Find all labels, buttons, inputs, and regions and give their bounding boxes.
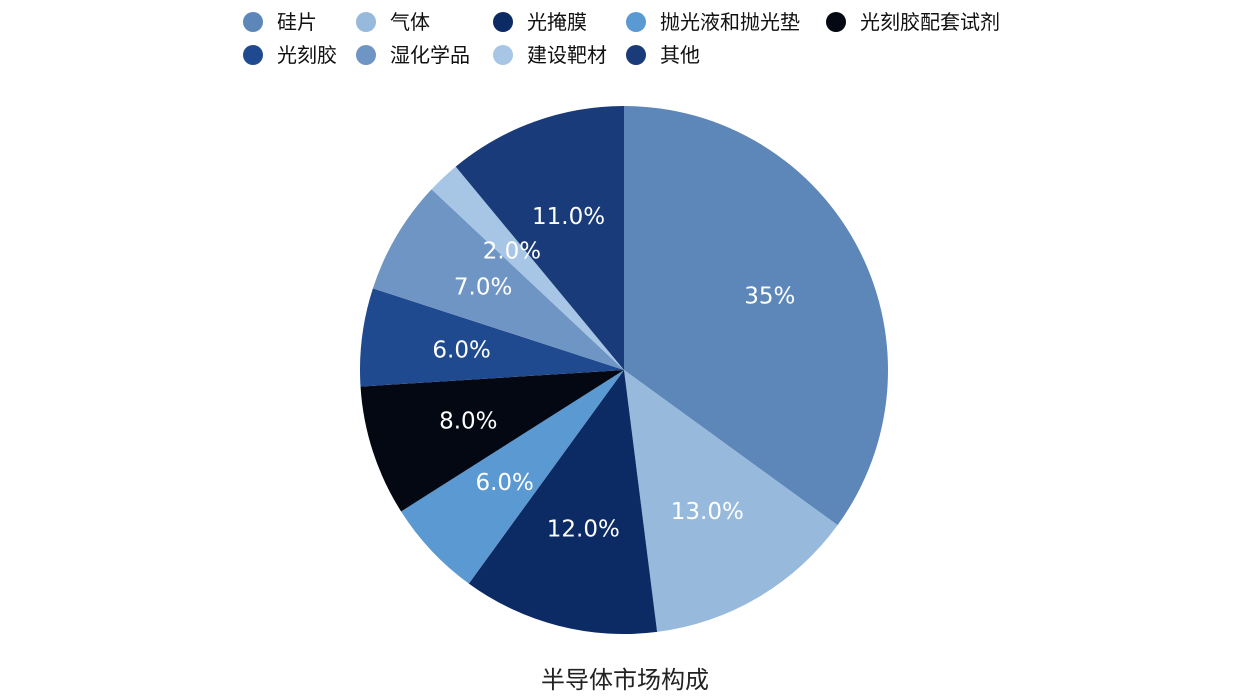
slice-label-8: 2.0% xyxy=(483,239,541,265)
legend-label-3: 光掩膜 xyxy=(527,10,587,34)
pie-slice-1 xyxy=(624,106,889,526)
legend-swatch-5 xyxy=(826,12,846,32)
legend-label-8: 建设靶材 xyxy=(527,43,607,67)
legend-label-7: 湿化学品 xyxy=(390,43,470,67)
pie-slice-3 xyxy=(468,370,658,634)
pie-slice-4 xyxy=(401,370,624,584)
slice-label-9: 11.0% xyxy=(532,204,605,230)
slice-label-3: 12.0% xyxy=(547,517,620,543)
legend-swatch-7 xyxy=(356,45,376,65)
pie-slice-2 xyxy=(624,370,838,632)
legend-label-6: 光刻胶 xyxy=(277,43,337,67)
legend-swatch-8 xyxy=(493,45,513,65)
pie-slice-5 xyxy=(360,370,624,512)
pie-slice-labels: 35% 13.0% 12.0% 6.0% 8.0% 6.0% 7.0% 2.0% 11.0% xyxy=(432,204,795,543)
legend-label-2: 气体 xyxy=(390,10,430,34)
chart-caption: 半导体市场构成 xyxy=(541,666,709,694)
pie-slice-7 xyxy=(372,189,624,370)
legend-swatch-3 xyxy=(493,12,513,32)
legend-label-1: 硅片 xyxy=(277,10,317,34)
legend-swatch-2 xyxy=(356,12,376,32)
slice-label-1: 35% xyxy=(744,284,795,310)
slice-label-6: 6.0% xyxy=(432,337,490,363)
legend-swatch-6 xyxy=(243,45,263,65)
legend-label-4: 抛光液和抛光垫 xyxy=(660,10,800,34)
slice-label-2: 13.0% xyxy=(671,499,744,525)
slice-label-7: 7.0% xyxy=(454,275,512,301)
pie-slice-9 xyxy=(455,106,624,370)
legend-label-5: 光刻胶配套试剂 xyxy=(860,10,1000,34)
legend-label-9: 其他 xyxy=(660,43,700,67)
legend-swatch-9 xyxy=(626,45,646,65)
pie-slices xyxy=(360,106,889,634)
slice-label-4: 6.0% xyxy=(475,470,533,496)
pie-slice-6 xyxy=(360,288,624,387)
legend-swatch-1 xyxy=(243,12,263,32)
pie-slice-8 xyxy=(431,166,624,370)
slice-label-5: 8.0% xyxy=(439,409,497,435)
legend-swatch-4 xyxy=(626,12,646,32)
